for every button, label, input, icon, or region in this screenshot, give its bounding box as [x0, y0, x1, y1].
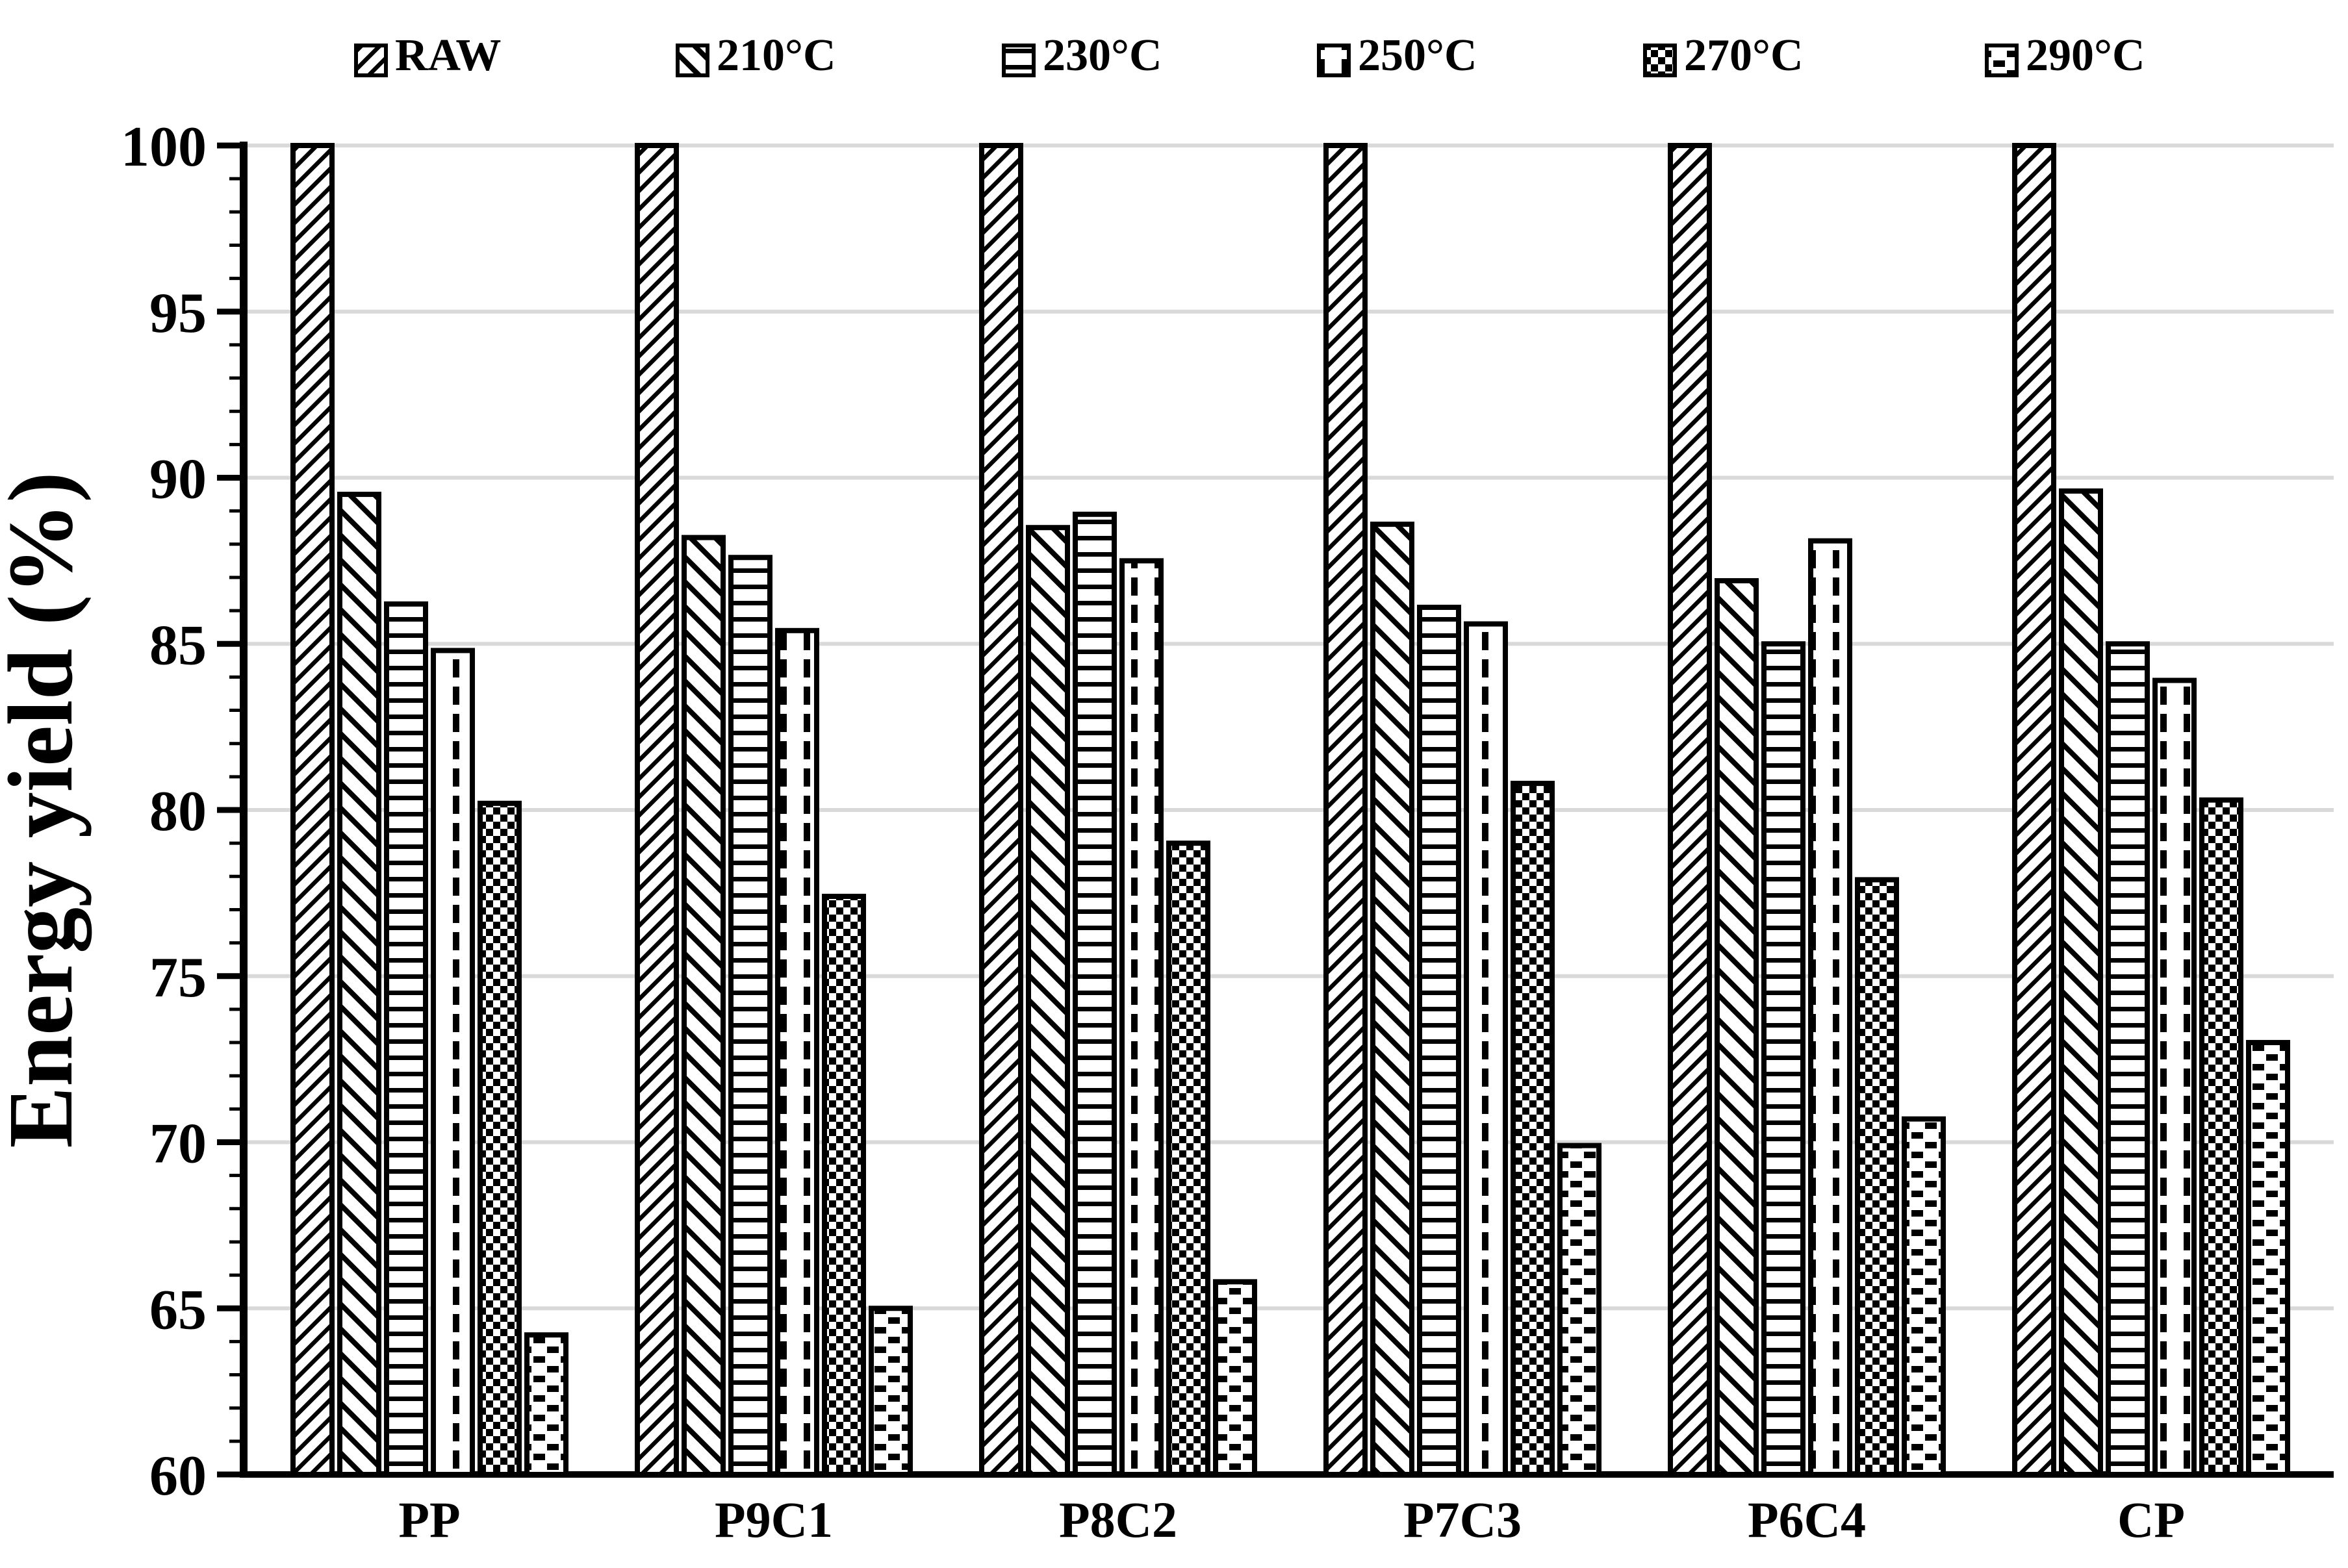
bar-PP-230°C	[384, 601, 428, 1477]
x-category-label-P7C3: P7C3	[1403, 1491, 1522, 1548]
legend-swatch-diagonal-backslash-icon	[354, 44, 388, 77]
bar-P9C1-250°C	[775, 627, 819, 1477]
bar-CP-270°C	[2199, 797, 2243, 1477]
bar-P6C4-RAW	[1668, 143, 1712, 1477]
bar-PP-270°C	[478, 800, 522, 1477]
bar-P9C1-230°C	[728, 555, 772, 1477]
y-tick-label-65: 65	[149, 1278, 207, 1341]
bar-P6C4-290°C	[1902, 1116, 1946, 1477]
bar-PP-210°C	[337, 492, 381, 1478]
legend-item-250°C: 250°C	[1317, 31, 1477, 81]
legend-item-290°C: 290°C	[1985, 31, 2145, 81]
legend-label-250°C: 250°C	[1358, 31, 1477, 81]
bar-P7C3-RAW	[1323, 143, 1368, 1477]
legend-swatch-vertical-dashes-icon	[1317, 44, 1351, 77]
y-tick-label-70: 70	[149, 1113, 207, 1176]
legend-item-270°C: 270°C	[1643, 31, 1804, 81]
y-tick-label-85: 85	[149, 614, 207, 677]
y-tick-label-60: 60	[149, 1445, 207, 1508]
legend-item-230°C: 230°C	[1002, 31, 1162, 81]
bar-CP-230°C	[2106, 641, 2150, 1477]
legend-label-230°C: 230°C	[1043, 31, 1162, 81]
x-category-label-P8C2: P8C2	[1059, 1491, 1177, 1548]
legend-item-RAW: RAW	[354, 31, 501, 81]
bar-P8C2-290°C	[1213, 1279, 1257, 1477]
bar-CP-290°C	[2246, 1040, 2290, 1478]
legend-label-290°C: 290°C	[2026, 31, 2145, 81]
legend-label-RAW: RAW	[395, 31, 501, 81]
y-axis: 60 65 70 75 80 85 90 95 100	[121, 116, 2334, 1508]
bar-P8C2-RAW	[979, 143, 1023, 1477]
bar-P8C2-210°C	[1026, 525, 1070, 1477]
bar-P9C1-210°C	[682, 535, 726, 1478]
legend-item-210°C: 210°C	[676, 31, 836, 81]
bar-P9C1-290°C	[869, 1306, 913, 1477]
y-tick-label-75: 75	[149, 946, 207, 1009]
bar-P7C3-210°C	[1370, 522, 1414, 1477]
legend-label-270°C: 270°C	[1684, 31, 1804, 81]
y-tick-label-90: 90	[149, 448, 207, 511]
bar-P8C2-270°C	[1166, 841, 1210, 1477]
x-category-label-P6C4: P6C4	[1748, 1491, 1866, 1548]
bar-P7C3-270°C	[1511, 781, 1555, 1477]
bar-P6C4-270°C	[1855, 877, 1899, 1478]
bar-PP-290°C	[524, 1332, 568, 1477]
gridlines	[244, 144, 2334, 1311]
legend: RAW 210°C 230°C 250°C 270°C 290°C	[354, 31, 2145, 81]
legend-swatch-staggered-dashes-icon	[1985, 44, 2019, 77]
x-category-label-CP: CP	[2117, 1491, 2185, 1548]
y-tick-label-80: 80	[149, 780, 207, 843]
bar-P7C3-250°C	[1464, 621, 1508, 1477]
bar-PP-250°C	[431, 648, 475, 1477]
bar-P9C1-RAW	[635, 143, 679, 1477]
bar-CP-250°C	[2152, 677, 2197, 1477]
bar-P7C3-290°C	[1557, 1143, 1601, 1477]
bar-P6C4-250°C	[1808, 538, 1852, 1477]
x-axis-category-labels: PP P9C1 P8C2 P7C3 P6C4 CP	[398, 1491, 2185, 1548]
legend-label-210°C: 210°C	[717, 31, 836, 81]
legend-swatch-diagonal-slash-icon	[676, 44, 709, 77]
legend-swatch-checkerboard-icon	[1643, 44, 1677, 77]
bar-P6C4-210°C	[1715, 578, 1759, 1478]
y-tick-label-95: 95	[149, 282, 207, 345]
legend-swatch-horizontal-lines-icon	[1002, 44, 1036, 77]
x-category-label-P9C1: P9C1	[715, 1491, 833, 1548]
y-axis-title: Energy yield (%)	[0, 472, 92, 1148]
bars	[290, 143, 2290, 1478]
bar-CP-RAW	[2012, 143, 2056, 1477]
bar-P7C3-230°C	[1417, 604, 1461, 1477]
y-axis-title: Energy yield (%)	[0, 472, 92, 1148]
bar-P9C1-270°C	[822, 893, 866, 1477]
y-tick-label-100: 100	[121, 116, 207, 179]
bar-P6C4-230°C	[1761, 641, 1806, 1477]
bar-CP-210°C	[2059, 488, 2103, 1478]
x-category-label-PP: PP	[398, 1491, 460, 1548]
bar-P8C2-250°C	[1119, 558, 1164, 1477]
bar-PP-RAW	[290, 143, 335, 1477]
bar-P8C2-230°C	[1073, 511, 1117, 1477]
